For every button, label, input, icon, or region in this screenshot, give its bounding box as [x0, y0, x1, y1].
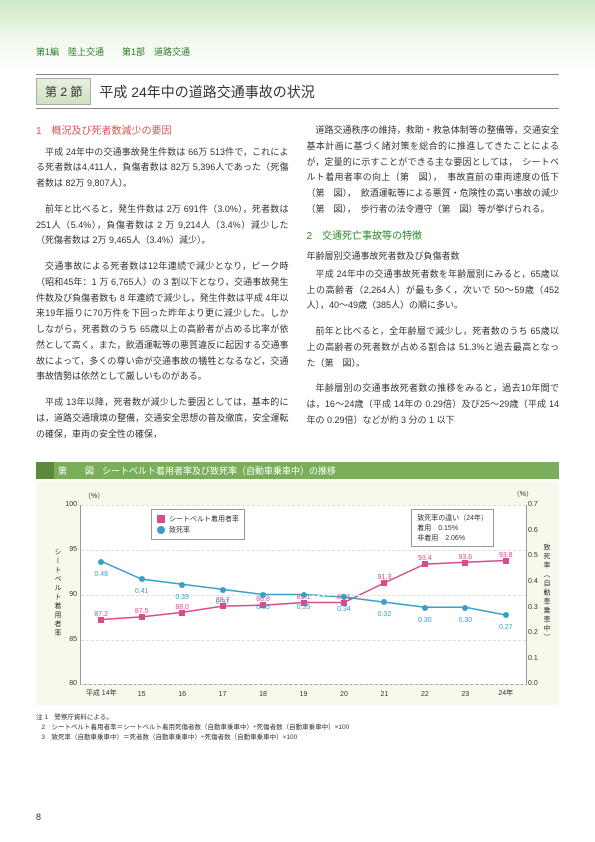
footnote: 1 警察庁資料による。	[44, 714, 112, 721]
left-column: 1 概況及び死者数減少の要因 平成 24年中の交通事故発生件数は 66万 513…	[36, 123, 289, 452]
right-column: 道路交通秩序の維持，救助・救急体制等の整備等，交通安全基本計画に基づく諸対策を総…	[307, 123, 560, 452]
point-label-belt: 91.3	[378, 574, 392, 581]
marker-death	[503, 612, 509, 618]
para: 平成 24年中の交通事故死者数を年齢層別にみると，65歳以上の高齢者（2,264…	[307, 267, 560, 314]
section-badge: 第 2 節	[36, 78, 91, 105]
figure-title-bar: 第 図 シートベルト着用者率及び致死率（自動車乗車中）の推移	[36, 462, 559, 479]
marker-death	[179, 582, 185, 588]
point-label-death: 0.30	[459, 616, 473, 623]
point-label-belt: 93.6	[459, 553, 473, 560]
point-label-death: 0.34	[337, 606, 351, 613]
marker-death	[341, 594, 347, 600]
y-right-tick: 0.0	[528, 680, 546, 687]
point-label-death: 0.27	[499, 624, 513, 631]
y-left-tick: 80	[57, 680, 77, 687]
point-label-belt: 87.2	[94, 611, 108, 618]
marker-death	[381, 599, 387, 605]
para: 前年と比べると，全年齢層で減少し，死者数のうち 65歳以上の高齢者の死者数が占め…	[307, 324, 560, 371]
point-label-belt: 88.0	[175, 604, 189, 611]
x-tick: 19	[300, 691, 308, 698]
para: 平成 24年中の交通事故発生件数は 66万 513件で，これによる死者数は4,4…	[36, 145, 289, 192]
footnote: 2 シートベルト着用者率＝シートベルト着用死傷者数（自動車乗車中）÷死傷者数（自…	[41, 724, 349, 731]
footnote-head: 注	[36, 714, 43, 721]
point-label-death: 0.30	[418, 616, 432, 623]
y-right-tick: 0.5	[528, 552, 546, 559]
page-number: 8	[36, 812, 41, 822]
point-label-death: 0.35	[256, 604, 270, 611]
x-tick: 21	[381, 691, 389, 698]
x-tick: 平成 14年	[86, 688, 117, 698]
y-left-tick: 90	[57, 591, 77, 598]
y-right-tick: 0.4	[528, 578, 546, 585]
para: 前年と比べると，発生件数は 2万 691件（3.0%），死者数は 251人（5.…	[36, 202, 289, 249]
y-right-tick: 0.7	[528, 501, 546, 508]
marker-death	[98, 559, 104, 565]
inline-head: 年齢層別交通事故死者数及び負傷者数	[307, 249, 560, 265]
y-left-tick: 85	[57, 636, 77, 643]
x-tick: 16	[178, 691, 186, 698]
x-tick: 23	[461, 691, 469, 698]
point-label-death: 0.48	[94, 570, 108, 577]
marker-death	[220, 587, 226, 593]
point-label-belt: 87.5	[135, 608, 149, 615]
point-label-belt: 93.4	[418, 555, 432, 562]
y-right-unit: （%）	[513, 489, 533, 499]
para: 平成 13年以降，死者数が減少した要因としては，基本的には，道路交通環境の整備，…	[36, 395, 289, 442]
para: 交通事故による死者数は12年連続で減少となり，ピーク時（昭和45年：1 万 6,…	[36, 259, 289, 385]
subhead-2: 2 交通死亡事故等の特徴	[307, 228, 560, 246]
marker-death	[301, 592, 307, 598]
breadcrumb: 第1編 陸上交通 第1部 道路交通	[36, 45, 559, 58]
y-left-tick: 95	[57, 546, 77, 553]
x-tick: 22	[421, 691, 429, 698]
y-left-tick: 100	[57, 501, 77, 508]
y-left-unit: （%）	[84, 491, 547, 501]
footnotes: 注 1 警察庁資料による。 2 シートベルト着用者率＝シートベルト着用死傷者数（…	[36, 713, 559, 742]
section-title: 平成 24年中の道路交通事故の状況	[99, 82, 314, 102]
x-tick: 20	[340, 691, 348, 698]
figure-title: シートベルト着用者率及び致死率（自動車乗車中）の推移	[102, 464, 336, 477]
y-right-tick: 0.6	[528, 527, 546, 534]
y-right-tick: 0.3	[528, 604, 546, 611]
point-label-death: 0.37	[216, 599, 230, 606]
marker-death	[139, 576, 145, 582]
point-label-belt: 93.8	[499, 552, 513, 559]
marker-death	[462, 605, 468, 611]
point-label-death: 0.41	[135, 588, 149, 595]
footnote: 3 致死率（自動車乗車中）＝死者数（自動車乗車中）÷死傷者数（自動車乗車中）×1…	[41, 734, 297, 741]
x-tick: 17	[219, 691, 227, 698]
section-title-bar: 第 2 節 平成 24年中の道路交通事故の状況	[36, 74, 559, 109]
marker-death	[260, 592, 266, 598]
point-label-death: 0.35	[297, 604, 311, 611]
chart-plot: シートベルト着用者率 致死率 致死率の違い（24年） 着用 0.15% 非着用 …	[80, 505, 527, 685]
point-label-death: 0.32	[378, 611, 392, 618]
x-tick: 18	[259, 691, 267, 698]
marker-death	[422, 605, 428, 611]
para: 道路交通秩序の維持，救助・救急体制等の整備等，交通安全基本計画に基づく諸対策を総…	[307, 123, 560, 218]
subhead-1: 1 概況及び死者数減少の要因	[36, 123, 289, 141]
x-tick: 24年	[498, 688, 513, 698]
y-right-tick: 0.2	[528, 629, 546, 636]
chart-container: （%） （%） シートベルト着用者率 致死率（自動車乗車中） シートベルト着用者…	[36, 481, 559, 705]
y-right-tick: 0.1	[528, 655, 546, 662]
x-tick: 15	[138, 691, 146, 698]
point-label-death: 0.39	[175, 593, 189, 600]
figure-label: 第 図	[58, 464, 94, 477]
para: 年齢層別の交通事故死者数の推移をみると，過去10年間では，16～24歳（平成 1…	[307, 381, 560, 428]
